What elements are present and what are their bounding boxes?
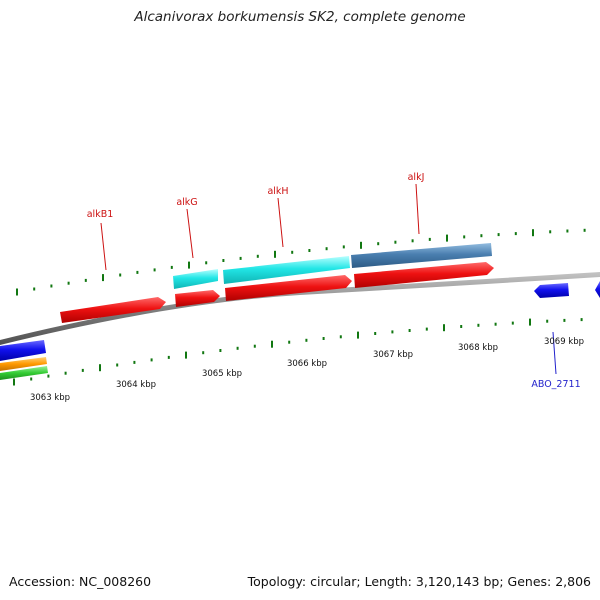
scale-label-3064: 3064 kbp bbox=[116, 380, 156, 390]
scale-label-3065: 3065 kbp bbox=[202, 369, 242, 379]
leader-alkb1 bbox=[100, 222, 107, 271]
label-alkh[interactable]: alkH bbox=[267, 186, 288, 197]
label-alkg[interactable]: alkG bbox=[176, 197, 197, 208]
green-feature[interactable] bbox=[0, 366, 48, 380]
gene-alkj-feature[interactable] bbox=[351, 243, 492, 268]
leader-alkg bbox=[186, 208, 194, 259]
gene-alkg-highlight[interactable] bbox=[173, 269, 218, 289]
reverse-gene-arrow[interactable] bbox=[534, 283, 569, 298]
scale-label-3068: 3068 kbp bbox=[458, 343, 498, 353]
orange-feature[interactable] bbox=[0, 357, 47, 371]
inner-tick-row bbox=[13, 318, 583, 386]
reverse-gene-left-block[interactable] bbox=[0, 340, 46, 361]
genome-backbone bbox=[0, 272, 600, 345]
leader-alkj bbox=[415, 183, 420, 235]
leader-alkh bbox=[277, 197, 284, 248]
scale-label-3069: 3069 kbp bbox=[544, 337, 584, 347]
gene-alkh-highlight[interactable] bbox=[223, 256, 350, 284]
accession-text: Accession: NC_008260 bbox=[9, 574, 152, 589]
genome-summary-text: Topology: circular; Length: 3,120,143 bp… bbox=[247, 574, 591, 589]
map-title: Alcanivorax borkumensis SK2, complete ge… bbox=[134, 9, 466, 25]
reverse-gene-edge-arrow[interactable] bbox=[595, 281, 600, 298]
scale-label-3067: 3067 kbp bbox=[373, 350, 413, 360]
gene-alkj-arrow[interactable] bbox=[354, 262, 494, 288]
gene-alkg-arrow[interactable] bbox=[175, 290, 220, 307]
label-alkj[interactable]: alkJ bbox=[408, 172, 425, 183]
scale-label-3063: 3063 kbp bbox=[30, 393, 70, 403]
scale-label-3066: 3066 kbp bbox=[287, 359, 327, 369]
gene-alkb1-arrow[interactable] bbox=[60, 297, 166, 323]
outer-tick-row bbox=[16, 228, 586, 296]
label-alkb1[interactable]: alkB1 bbox=[87, 209, 114, 220]
leader-abo2711 bbox=[552, 331, 557, 375]
gene-alkh-arrow[interactable] bbox=[225, 275, 352, 301]
label-abo2711[interactable]: ABO_2711 bbox=[531, 379, 580, 390]
